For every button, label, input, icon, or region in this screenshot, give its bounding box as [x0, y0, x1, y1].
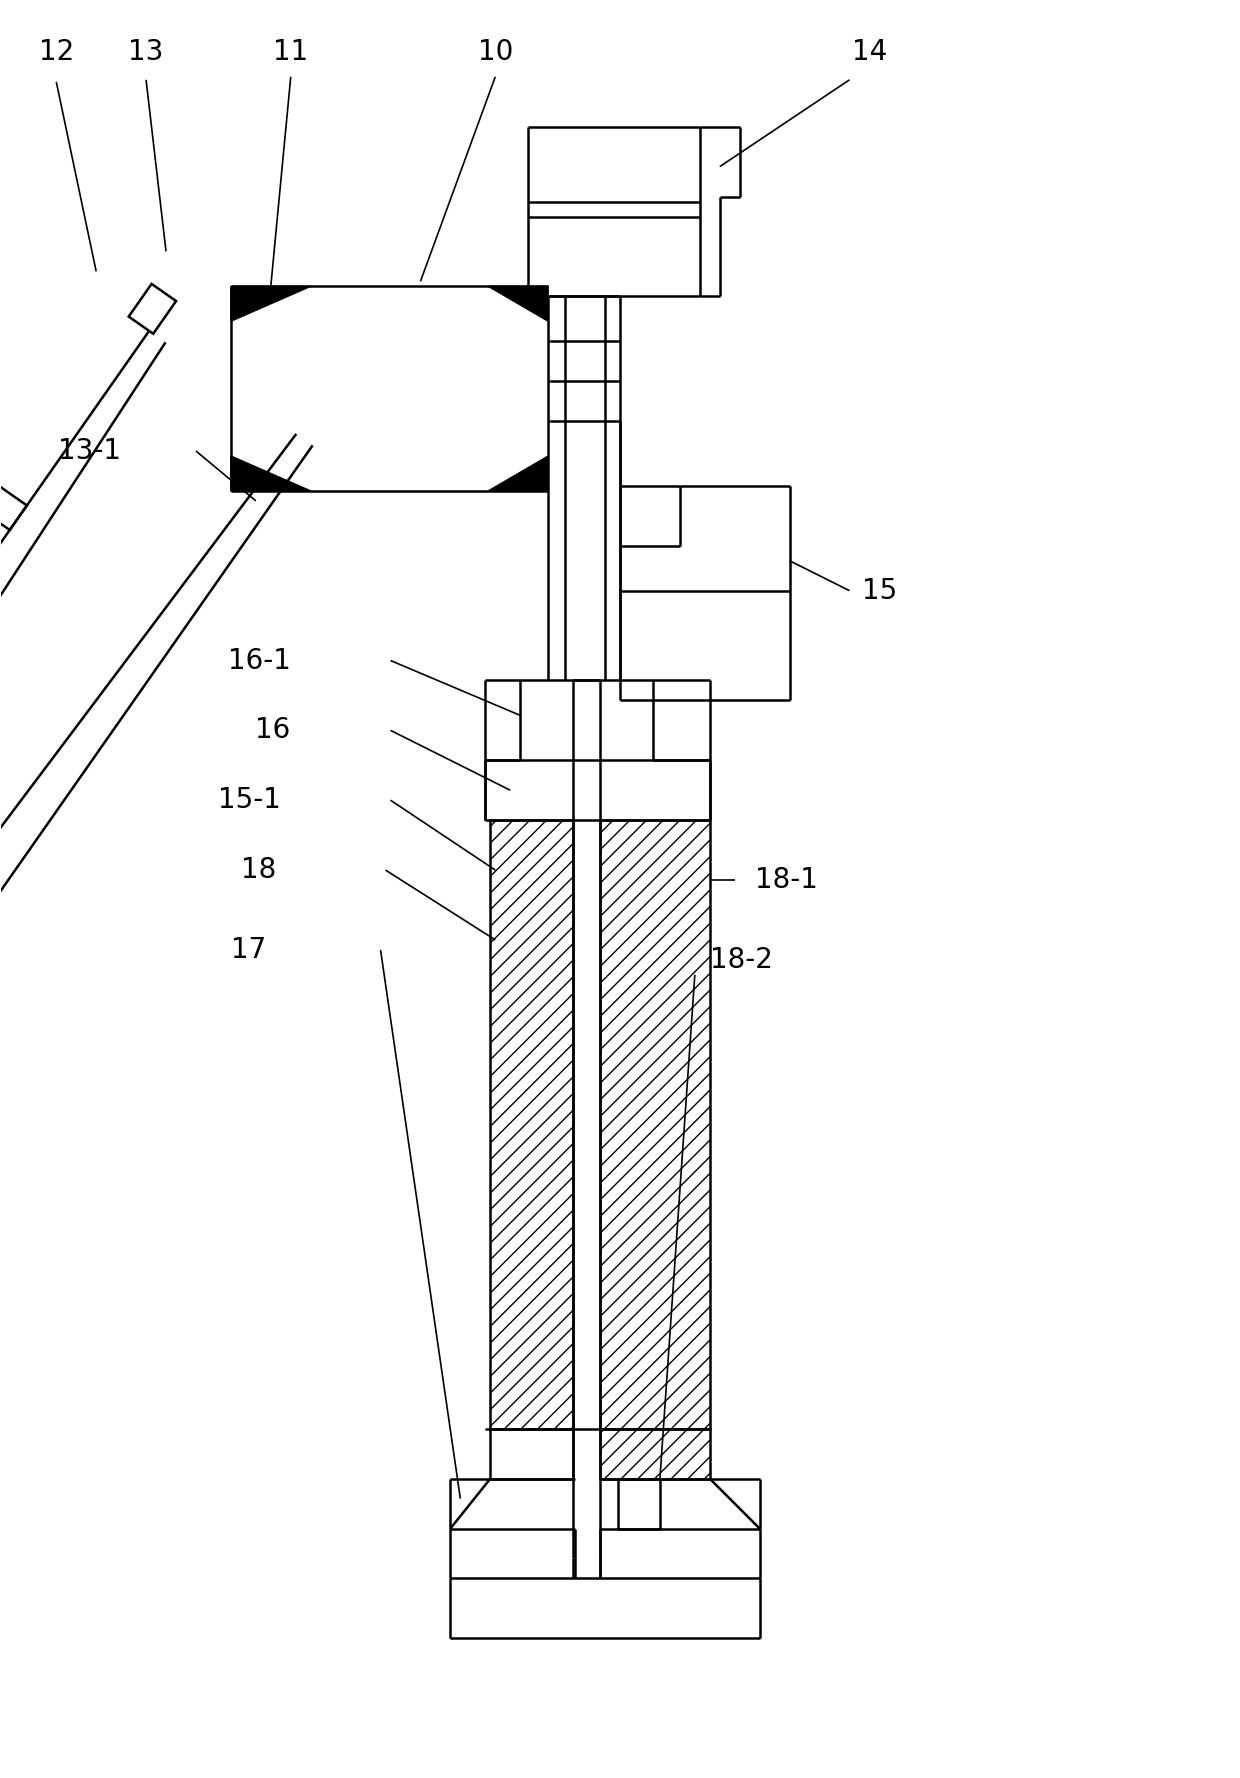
Polygon shape — [231, 455, 311, 491]
Text: 18: 18 — [241, 855, 275, 884]
Text: 18-1: 18-1 — [755, 866, 817, 894]
Text: 15: 15 — [862, 576, 897, 605]
Text: 18-2: 18-2 — [709, 946, 773, 974]
Text: 13: 13 — [129, 37, 164, 66]
Polygon shape — [489, 455, 548, 491]
Polygon shape — [0, 466, 27, 530]
Text: 17: 17 — [231, 935, 265, 964]
Bar — [600, 1430, 709, 1479]
Bar — [490, 820, 573, 1430]
Polygon shape — [489, 286, 548, 322]
Text: 13-1: 13-1 — [58, 437, 122, 466]
Bar — [600, 820, 709, 1430]
Text: 16-1: 16-1 — [228, 647, 290, 674]
Text: 14: 14 — [852, 37, 887, 66]
Polygon shape — [129, 284, 176, 334]
Text: 12: 12 — [38, 37, 74, 66]
Text: 15-1: 15-1 — [218, 786, 280, 814]
Text: 16: 16 — [255, 717, 290, 745]
Text: 10: 10 — [477, 37, 513, 66]
Polygon shape — [231, 286, 311, 322]
Text: 11: 11 — [273, 37, 309, 66]
